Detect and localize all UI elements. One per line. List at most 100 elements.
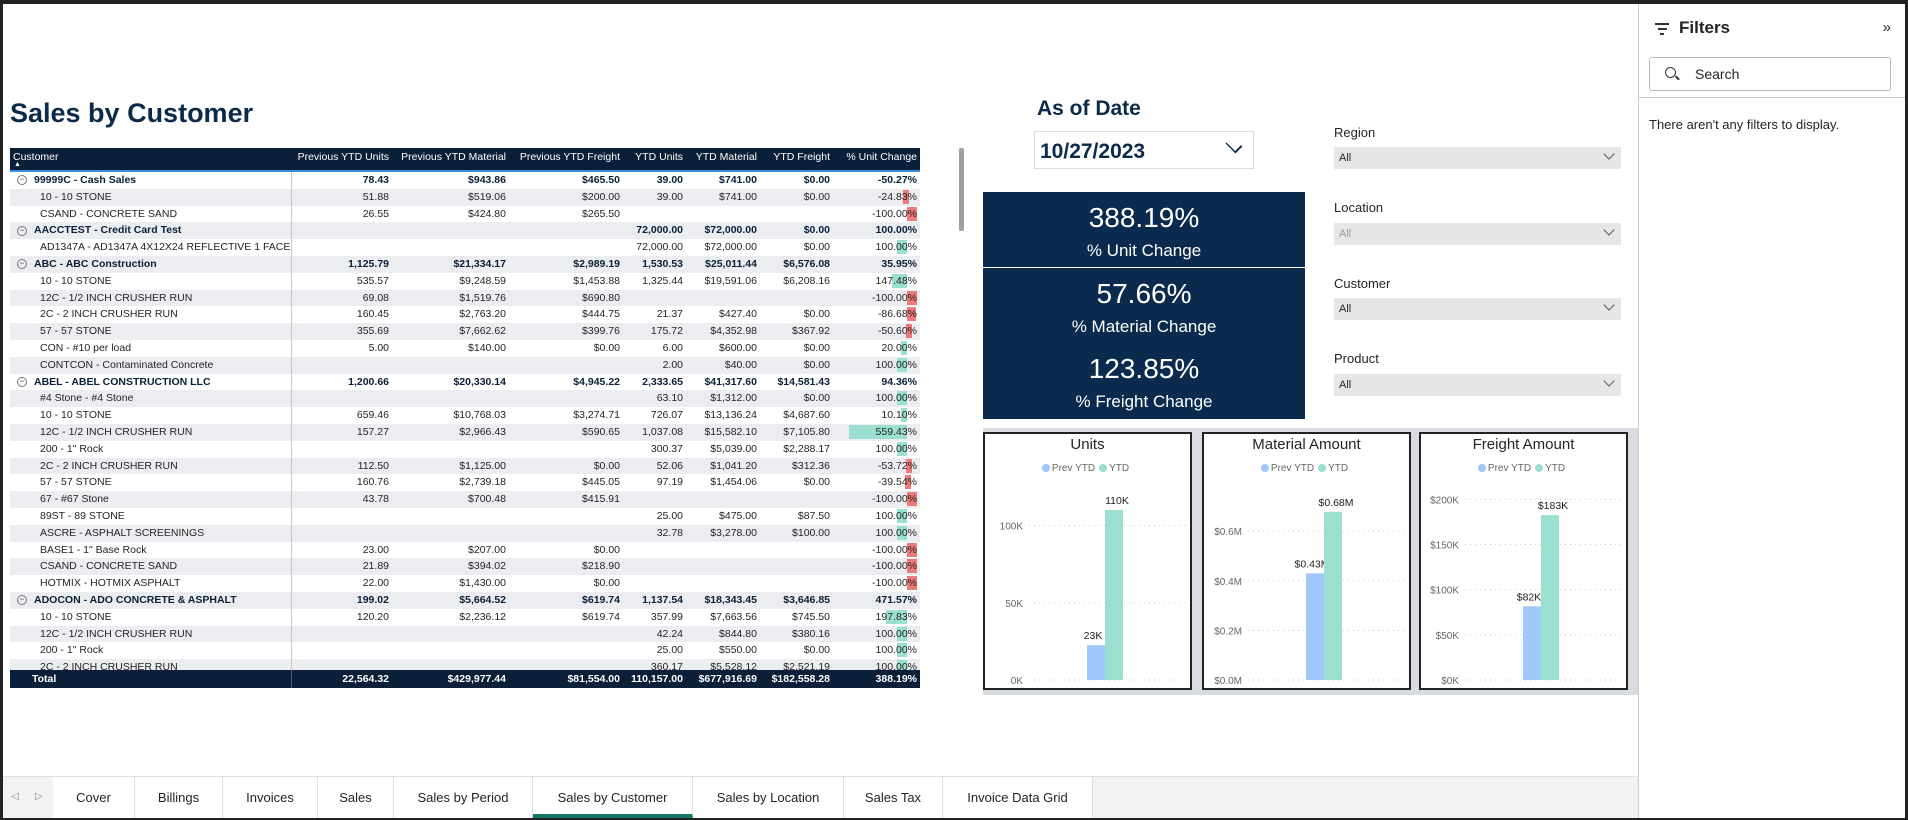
tab-invoice-data-grid[interactable]: Invoice Data Grid xyxy=(943,777,1093,818)
y-tick-label: $200K xyxy=(1430,495,1459,506)
product-row[interactable]: 10 - 10 STONE 659.46 $10,768.03 $3,274.71 72… xyxy=(10,407,920,424)
product-slicer-dropdown[interactable]: All xyxy=(1334,374,1621,396)
row-label-cell: 2C - 2 INCH CRUSHER RUN xyxy=(10,659,292,670)
customer-slicer-dropdown[interactable]: All xyxy=(1334,298,1621,320)
freight-amount-chart[interactable]: Freight Amount Prev YTD YTD $0K $50K $100K $15… xyxy=(1419,432,1628,690)
filters-search-input[interactable]: Search xyxy=(1649,57,1891,91)
product-row[interactable]: 2C - 2 INCH CRUSHER RUN 160.45 $2,763.20 $4… xyxy=(10,306,920,324)
tab-scroll-left-icon[interactable]: ◁ xyxy=(11,791,19,802)
value-cell: $0.00 xyxy=(509,542,623,559)
column-header[interactable]: YTD Units xyxy=(623,148,686,170)
cell-text: $619.74 xyxy=(582,593,620,606)
value-cell: -50.27% xyxy=(833,172,920,189)
value-cell: $0.00 xyxy=(509,458,623,475)
row-label-cell: 200 - 1" Rock xyxy=(10,642,292,660)
value-cell: $444.75 xyxy=(509,306,623,323)
as-of-date-dropdown[interactable]: 10/27/2023 xyxy=(1034,131,1254,169)
product-row[interactable]: 12C - 1/2 INCH CRUSHER RUN 42.24 $844.80 $3… xyxy=(10,625,920,643)
cell-text: $200.00 xyxy=(582,190,620,203)
product-row[interactable]: 200 - 1" Rock 25.00 $550.00 $0.00 100.00% xyxy=(10,642,920,660)
y-tick-label: 100K xyxy=(1000,522,1024,533)
cell-text: $394.02 xyxy=(468,560,506,573)
value-cell xyxy=(509,642,623,659)
product-row[interactable]: 2C - 2 INCH CRUSHER RUN 360.17 $5,528.12 $2… xyxy=(10,659,920,670)
product-row[interactable]: 67 - #67 Stone 43.78 $700.48 $415.91 -100.00… xyxy=(10,491,920,508)
customer-group-row[interactable]: − ABC - ABC Construction 1,125.79 $21,334.1… xyxy=(10,255,920,273)
product-row[interactable]: 10 - 10 STONE 120.20 $2,236.12 $619.74 357.9… xyxy=(10,608,920,626)
chevron-down-icon xyxy=(1603,299,1615,311)
product-row[interactable]: 57 - 57 STONE 160.76 $2,739.18 $445.05 97.19… xyxy=(10,474,920,492)
product-row[interactable]: CON - #10 per load 5.00 $140.00 $0.00 6.00 $6… xyxy=(10,339,920,357)
product-row[interactable]: HOTMIX - HOTMIX ASPHALT 22.00 $1,430.00 $0.… xyxy=(10,575,920,592)
tab-scroll-right-icon[interactable]: ▷ xyxy=(35,791,43,802)
product-row[interactable]: BASE1 - 1" Base Rock 23.00 $207.00 $0.00 -10… xyxy=(10,541,920,559)
product-row[interactable]: 57 - 57 STONE 355.69 $7,662.62 $399.76 175.7… xyxy=(10,323,920,340)
column-header[interactable]: Previous YTD Units xyxy=(292,148,392,170)
column-header[interactable]: Previous YTD Freight xyxy=(509,148,623,170)
cell-text: 100.00% xyxy=(875,644,917,657)
collapse-pane-icon[interactable]: » xyxy=(1882,19,1891,36)
tab-cover[interactable]: Cover xyxy=(53,777,135,818)
value-cell: $5,528.12 xyxy=(686,659,760,670)
column-header[interactable]: YTD Material xyxy=(686,148,760,170)
cell-text: $2,236.12 xyxy=(459,610,506,623)
chevron-down-icon xyxy=(1603,148,1615,160)
table-body[interactable]: −99999C - Cash Sales 78.43 $943.86 $465.50 3… xyxy=(10,172,920,670)
customer-group-row[interactable]: − AACCTEST - Credit Card Test 72,000.00 $72… xyxy=(10,222,920,240)
collapse-icon[interactable]: − xyxy=(17,259,27,270)
value-cell xyxy=(292,508,392,525)
tab-sales-by-period[interactable]: Sales by Period xyxy=(394,777,533,818)
product-row[interactable]: 10 - 10 STONE 535.57 $9,248.59 $1,453.88 1,3… xyxy=(10,272,920,290)
tab-sales[interactable]: Sales xyxy=(318,777,394,818)
cell-text: $424.80 xyxy=(468,207,506,220)
product-row[interactable]: 2C - 2 INCH CRUSHER RUN 112.50 $1,125.00 $0… xyxy=(10,457,920,475)
tab-sales-tax[interactable]: Sales Tax xyxy=(844,777,943,818)
value-cell: $943.86 xyxy=(392,172,509,189)
product-row[interactable]: 12C - 1/2 INCH CRUSHER RUN 157.27 $2,966.4… xyxy=(10,423,920,441)
y-tick-label: $0K xyxy=(1441,676,1459,687)
column-header[interactable]: % Unit Change xyxy=(833,148,920,170)
cell-text: 25.00 xyxy=(656,509,683,522)
collapse-icon[interactable]: − xyxy=(17,595,27,606)
value-cell: $0.00 xyxy=(509,575,623,592)
product-row[interactable]: CSAND - CONCRETE SAND 21.89 $394.02 $218.90… xyxy=(10,558,920,576)
cell-text: $5,528.12 xyxy=(710,661,757,670)
column-header[interactable]: YTD Freight xyxy=(760,148,833,170)
product-row[interactable]: #4 Stone - #4 Stone 63.10 $1,312.00 $0.00 10… xyxy=(10,390,920,408)
value-cell: $745.50 xyxy=(760,609,833,626)
value-cell: 97.19 xyxy=(623,474,686,491)
tab-billings[interactable]: Billings xyxy=(135,777,223,818)
product-row[interactable]: 12C - 1/2 INCH CRUSHER RUN 69.08 $1,519.76… xyxy=(10,289,920,307)
customer-group-row[interactable]: − ADOCON - ADO CONCRETE & ASPHALT 199.02 $5… xyxy=(10,591,920,609)
tab-sales-by-customer[interactable]: Sales by Customer xyxy=(533,777,693,818)
product-row[interactable]: AD1347A - AD1347A 4X12X24 REFLECTIVE 1 F… xyxy=(10,239,920,256)
tab-invoices[interactable]: Invoices xyxy=(223,777,318,818)
tab-sales-by-location[interactable]: Sales by Location xyxy=(693,777,844,818)
value-cell: 160.45 xyxy=(292,306,392,323)
value-cell: $465.50 xyxy=(509,172,623,189)
table-scrollbar[interactable] xyxy=(959,148,964,231)
customer-group-row[interactable]: − ABEL - ABEL CONSTRUCTION LLC 1,200.66 $20… xyxy=(10,373,920,391)
legend-label: Prev YTD xyxy=(1051,463,1096,474)
column-header[interactable]: Customer ▲ xyxy=(10,148,292,170)
product-row[interactable]: 89ST - 89 STONE 25.00 $475.00 $87.50 100.00% xyxy=(10,507,920,525)
value-cell xyxy=(292,239,392,256)
product-row[interactable]: 10 - 10 STONE 51.88 $519.06 $200.00 39.00 $74… xyxy=(10,188,920,206)
value-cell: 1,037.08 xyxy=(623,424,686,441)
cell-text: $1,519.76 xyxy=(459,291,506,304)
collapse-icon[interactable]: − xyxy=(17,376,27,387)
material-amount-chart[interactable]: Material Amount Prev YTD YTD $0.0M $0.2M $0.4… xyxy=(1202,432,1411,690)
product-row[interactable]: ASCRE - ASPHALT SCREENINGS 32.78 $3,278.00… xyxy=(10,524,920,542)
product-row[interactable]: CSAND - CONCRETE SAND 26.55 $424.80 $265.50… xyxy=(10,205,920,223)
location-slicer-dropdown[interactable]: All xyxy=(1334,223,1621,245)
chart-title: Freight Amount xyxy=(1472,436,1575,453)
collapse-icon[interactable]: − xyxy=(17,225,27,236)
units-chart[interactable]: Units Prev YTD YTD 0K 50K 100K 23K 110K xyxy=(983,432,1192,690)
customer-group-row[interactable]: −99999C - Cash Sales 78.43 $943.86 $465.50 3… xyxy=(10,172,920,189)
region-slicer-dropdown[interactable]: All xyxy=(1334,147,1621,169)
product-row[interactable]: CONTCON - Contaminated Concrete 2.00 $40.0… xyxy=(10,356,920,374)
collapse-icon[interactable]: − xyxy=(17,175,27,186)
column-header[interactable]: Previous YTD Material xyxy=(392,148,509,170)
value-cell: 100.00% xyxy=(833,390,920,407)
product-row[interactable]: 200 - 1" Rock 300.37 $5,039.00 $2,288.17 100… xyxy=(10,440,920,458)
